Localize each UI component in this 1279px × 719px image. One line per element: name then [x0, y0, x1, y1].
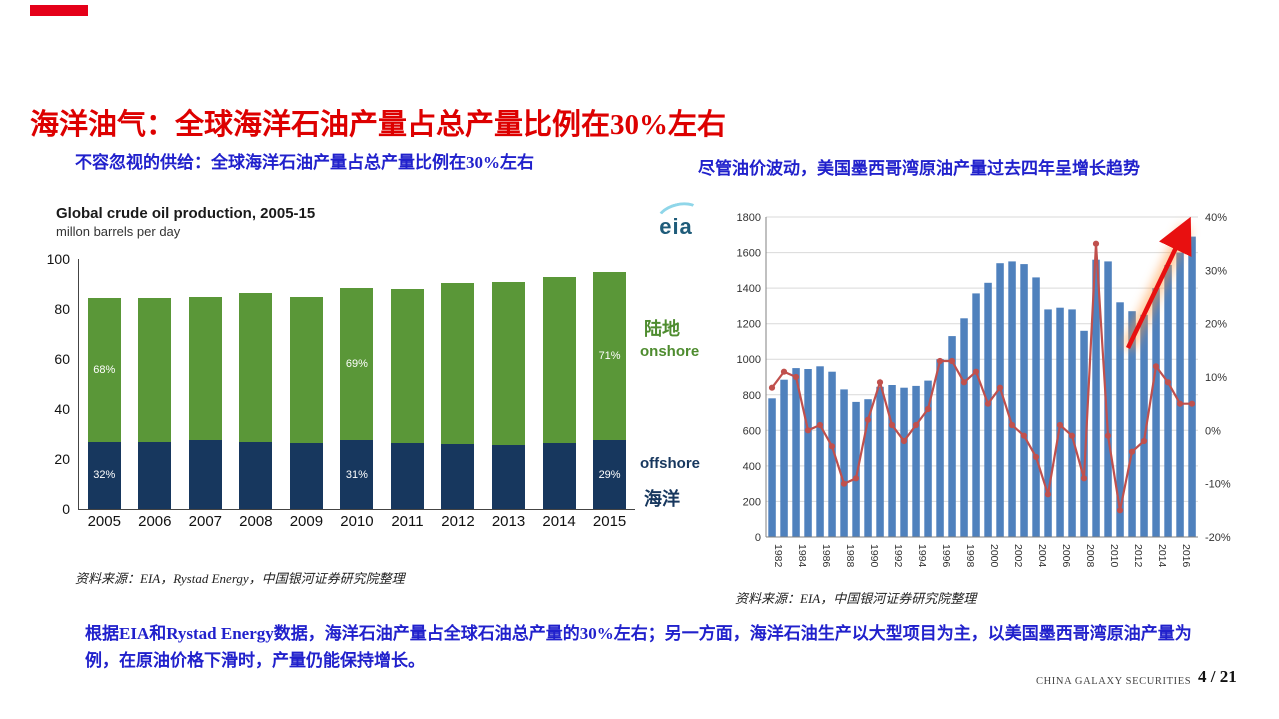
svg-text:1982: 1982 [772, 544, 784, 568]
svg-text:10%: 10% [1205, 372, 1227, 384]
x-tick-label: 2008 [239, 513, 273, 530]
x-tick-label: 2009 [289, 513, 324, 530]
bar-column: 2009 [281, 259, 331, 530]
right-chart: 0 200 400 600 800 1000 1200 1400 1600 1800 -20% -10… [728, 205, 1268, 583]
footer-brand: CHINA GALAXY SECURITIES [1036, 676, 1192, 687]
svg-text:1400: 1400 [737, 283, 761, 295]
svg-text:30%: 30% [1205, 265, 1227, 277]
label-onshore-en: onshore [640, 343, 700, 360]
svg-text:20%: 20% [1205, 319, 1227, 331]
left-chart-bars: 68% 32% 2005 2006 2007 2008 2009 69% 31% 2010 2011… [78, 259, 635, 530]
svg-text:2010: 2010 [1108, 544, 1120, 568]
bar-percent-label: 32% [93, 469, 116, 482]
svg-text:1600: 1600 [737, 248, 761, 260]
x-tick-label: 2014 [542, 513, 576, 530]
svg-text:1800: 1800 [737, 212, 761, 224]
svg-text:2002: 2002 [1012, 544, 1024, 568]
subtitle-left: 不容忽视的供给：全球海洋石油产量占总产量比例在30%左右 [75, 153, 534, 172]
svg-text:2000: 2000 [988, 544, 1000, 568]
trend-arrow [1122, 216, 1192, 351]
left-chart-y-axis: 0 20 40 60 80 100 [42, 251, 78, 517]
page-number: 4 / 21 [1198, 667, 1237, 686]
x-tick-label: 2006 [138, 513, 172, 530]
y-tick-label: 0 [62, 501, 70, 517]
svg-text:2014: 2014 [1156, 544, 1168, 568]
svg-text:-20%: -20% [1205, 532, 1231, 544]
svg-text:40%: 40% [1205, 212, 1227, 224]
source-right: 资料来源：EIA，中国银河证券研究院整理 [735, 591, 977, 606]
svg-text:1000: 1000 [737, 354, 761, 366]
production-bars [768, 236, 1196, 537]
bar-column: 2012 [433, 259, 483, 530]
svg-text:2004: 2004 [1036, 544, 1048, 568]
y-tick-label: 40 [54, 401, 70, 417]
bar-column: 71% 29% 2015 [585, 259, 635, 530]
x-tick-label: 2007 [188, 513, 223, 530]
svg-text:2012: 2012 [1132, 544, 1144, 568]
label-onshore-cn: 陆地 [644, 319, 680, 339]
body-text: 根据EIA和Rystad Energy数据，海洋石油产量占全球石油总产量的30%… [85, 624, 1192, 671]
x-tick-label: 2005 [87, 513, 121, 530]
svg-text:400: 400 [743, 461, 761, 473]
subtitle-right: 尽管油价波动，美国墨西哥湾原油产量过去四年呈增长趋势 [698, 159, 1140, 178]
svg-text:200: 200 [743, 496, 761, 508]
svg-text:2006: 2006 [1060, 544, 1072, 568]
left-chart-subtitle: millon barrels per day [56, 224, 181, 239]
eia-logo: eia [652, 197, 705, 247]
bar-percent-label: 68% [93, 363, 116, 376]
bar-percent-label: 29% [598, 468, 621, 481]
svg-text:600: 600 [743, 425, 761, 437]
svg-text:0: 0 [755, 532, 761, 544]
svg-text:1994: 1994 [916, 544, 928, 568]
label-offshore-en: offshore [640, 455, 700, 472]
x-tick-label: 2012 [441, 513, 475, 530]
svg-text:1996: 1996 [940, 544, 952, 568]
source-left: 资料来源：EIA，Rystad Energy，中国银河证券研究院整理 [75, 571, 405, 586]
y-tick-label: 100 [46, 251, 70, 267]
bar-column: 2014 [534, 259, 584, 530]
svg-text:1986: 1986 [820, 544, 832, 568]
right-chart-svg: 0 200 400 600 800 1000 1200 1400 1600 1800 -20% -10… [728, 205, 1268, 588]
svg-text:1988: 1988 [844, 544, 856, 568]
y-tick-label: 60 [54, 351, 70, 367]
svg-text:1984: 1984 [796, 544, 808, 568]
svg-text:1990: 1990 [868, 544, 880, 568]
bar-percent-label: 71% [598, 349, 621, 362]
y-tick-label: 80 [54, 301, 70, 317]
svg-text:1992: 1992 [892, 544, 904, 568]
bar-column: 2013 [484, 259, 534, 530]
bar-column: 2011 [382, 259, 432, 530]
svg-text:800: 800 [743, 390, 761, 402]
x-tick-label: 2015 [592, 513, 627, 530]
y-tick-label: 20 [54, 451, 70, 467]
bar-column: 68% 32% 2005 [79, 259, 129, 530]
svg-text:-10%: -10% [1205, 479, 1231, 491]
page-title: 海洋油气：全球海洋石油产量占总产量比例在30%左右 [30, 109, 727, 142]
svg-text:1200: 1200 [737, 319, 761, 331]
bar-percent-label: 31% [345, 468, 368, 481]
accent-bar [30, 5, 88, 16]
left-chart-title: Global crude oil production, 2005-15 [56, 205, 316, 222]
x-tick-label: 2011 [391, 513, 424, 530]
label-offshore-cn: 海洋 [644, 489, 680, 509]
left-chart: Global crude oil production, 2005-15 mil… [42, 197, 752, 565]
bar-percent-label: 69% [345, 358, 368, 370]
yoy-line [768, 240, 1196, 514]
x-tick-label: 2013 [491, 513, 526, 530]
bar-column: 2006 [130, 259, 180, 530]
left-chart-plot-area: 0 20 40 60 80 100 68% 32% 2005 2006 2007 2008 2009 6… [42, 251, 752, 530]
svg-text:2008: 2008 [1084, 544, 1096, 568]
svg-text:0%: 0% [1205, 425, 1221, 437]
x-tick-label: 2010 [340, 513, 374, 530]
svg-text:1998: 1998 [964, 544, 976, 568]
svg-text:2016: 2016 [1180, 544, 1192, 568]
bar-column: 2007 [180, 259, 230, 530]
bar-column: 69% 31% 2010 [332, 259, 382, 530]
left-chart-header: Global crude oil production, 2005-15 mil… [42, 197, 752, 247]
bar-column: 2008 [231, 259, 281, 530]
eia-logo-text: eia [659, 214, 693, 239]
